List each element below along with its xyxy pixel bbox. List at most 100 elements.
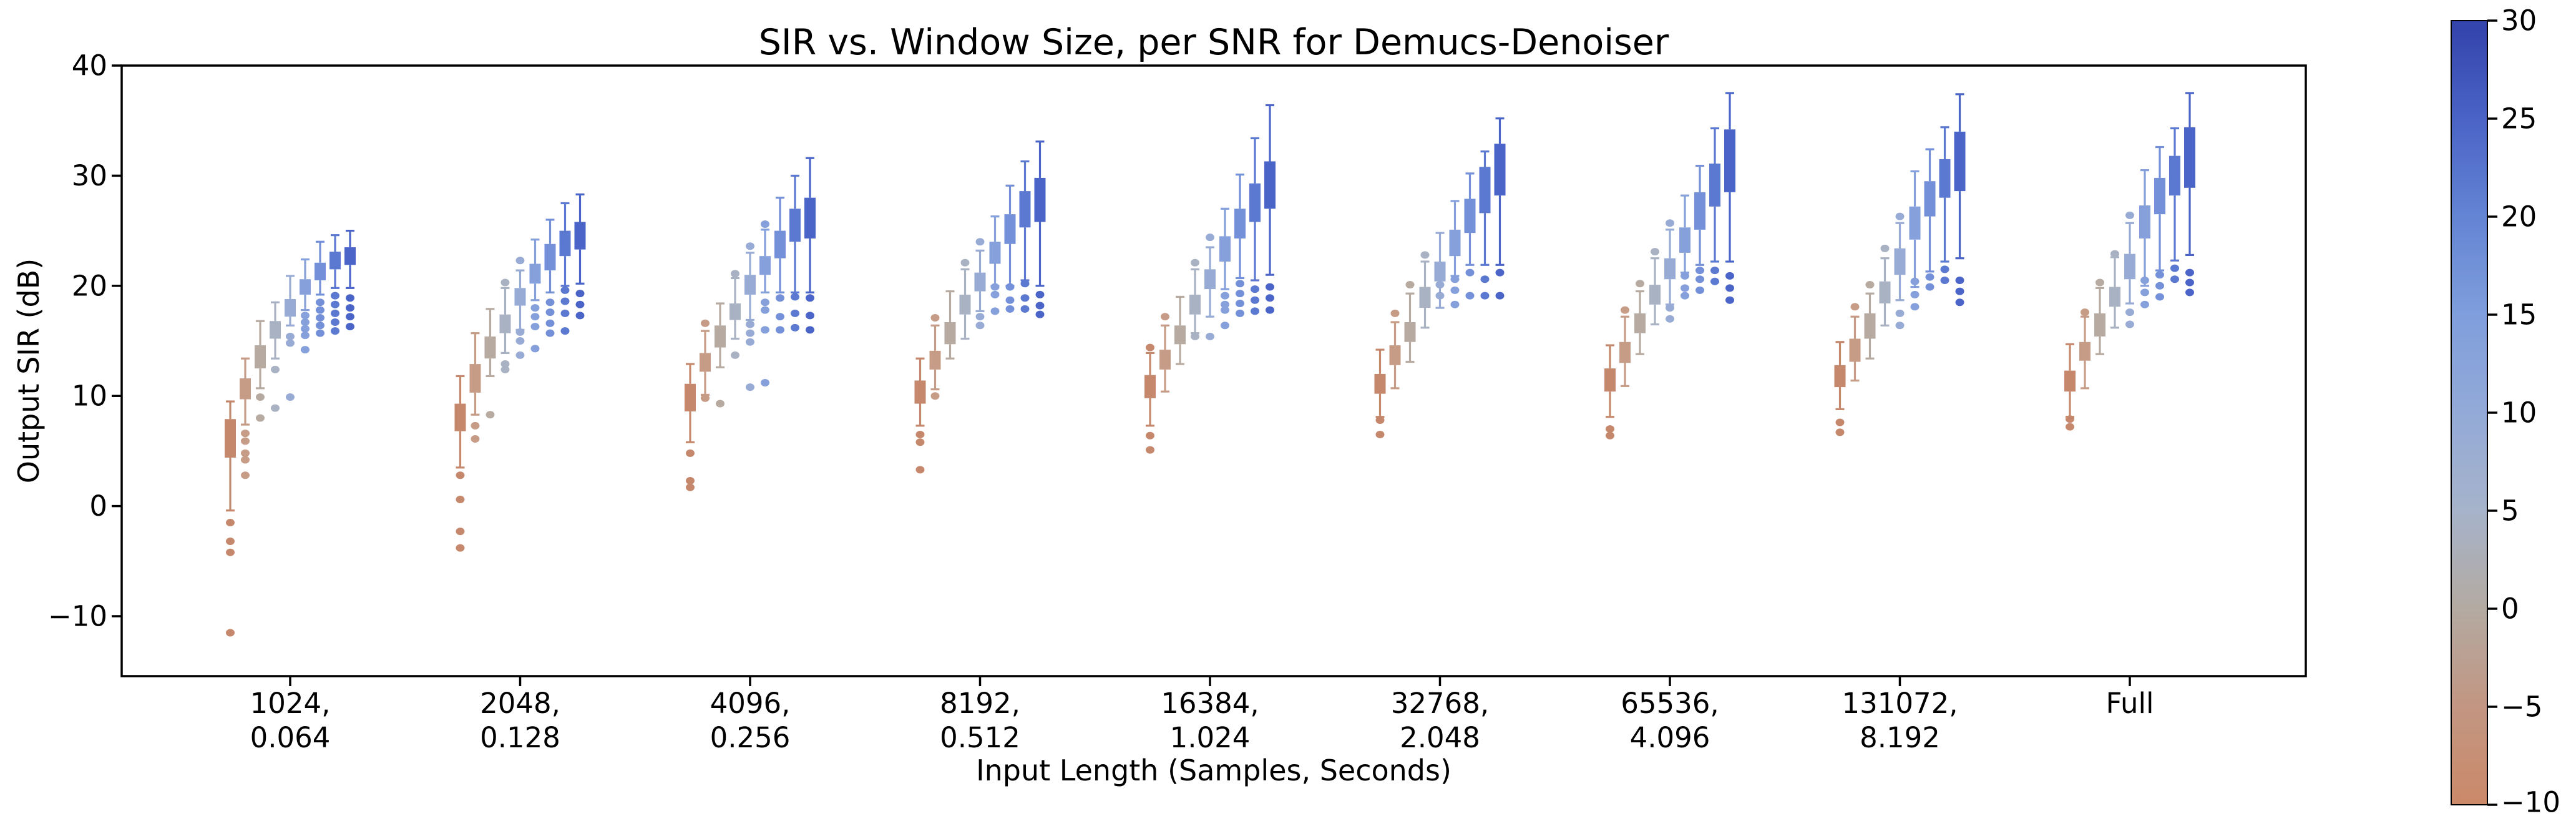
flier-dot — [2110, 250, 2119, 258]
flier-dot — [1681, 284, 1689, 292]
flier-dot — [575, 300, 585, 308]
flier-dot — [1146, 343, 1154, 351]
boxplot-snr-30 — [1494, 117, 1506, 300]
flier-dot — [1251, 285, 1259, 293]
box — [1264, 161, 1276, 209]
boxplot-snr-neg5 — [469, 332, 481, 443]
flier-dot — [746, 383, 754, 391]
flier-dot — [560, 327, 570, 335]
flier-dot — [1035, 290, 1045, 298]
boxplot-snr-30 — [2184, 92, 2195, 297]
boxplot-snr-20 — [1234, 174, 1246, 317]
boxplot-snr-0 — [484, 308, 496, 419]
boxplot-snr-neg5 — [1159, 313, 1171, 393]
flier-dot — [545, 308, 555, 317]
boxplot-snr-5 — [2109, 250, 2120, 329]
flier-dot — [331, 309, 339, 317]
boxplot-snr-20 — [1924, 148, 1936, 291]
flier-dot — [1450, 275, 1460, 283]
flier-dot — [560, 297, 570, 305]
flier-dot — [1020, 280, 1030, 288]
boxplot-snr-neg10 — [1834, 341, 1846, 436]
x-tick-label: 8192, 0.512 — [940, 687, 1020, 754]
flier-dot — [1161, 313, 1169, 321]
flier-dot — [331, 292, 339, 300]
boxplot-snr-neg10 — [454, 375, 466, 552]
flier-dot — [456, 471, 465, 479]
flier-dot — [1636, 280, 1644, 288]
boxplot-snr-20 — [315, 240, 326, 337]
boxplot-snr-neg10 — [1144, 343, 1156, 454]
flier-dot — [975, 322, 985, 330]
boxplot-snr-5 — [729, 270, 741, 359]
flier-dot — [1375, 430, 1385, 438]
boxplot-snr-0 — [1634, 280, 1646, 355]
flier-dot — [761, 326, 769, 334]
flier-dot — [301, 332, 310, 340]
flier-dot — [1681, 292, 1689, 300]
flier-dot — [530, 304, 540, 312]
box — [1249, 183, 1261, 222]
colorbar — [2451, 20, 2488, 805]
flier-dot — [686, 477, 695, 485]
boxplot-snr-15 — [1219, 207, 1231, 330]
boxplot-snr-25 — [789, 174, 801, 332]
flier-dot — [1020, 294, 1030, 302]
flier-dot — [1895, 212, 1905, 220]
flier-dot — [256, 414, 265, 422]
flier-dot — [2155, 271, 2164, 279]
flier-dot — [226, 548, 235, 556]
boxplot-snr-15 — [1679, 194, 1690, 300]
flier-dot — [761, 306, 769, 314]
boxplot-snr-30 — [1034, 140, 1046, 318]
boxplot-snr-30 — [1724, 92, 1735, 304]
boxplot-snr-10 — [285, 275, 296, 401]
boxplot-snr-0 — [1174, 295, 1186, 365]
boxplot-snr-neg5 — [929, 313, 941, 400]
boxplot-snr-15 — [300, 258, 311, 354]
boxplot-snr-0 — [944, 290, 956, 360]
flier-dot — [1465, 292, 1475, 300]
flier-dot — [241, 449, 250, 457]
flier-dot — [776, 313, 784, 321]
boxplot-snr-25 — [2169, 127, 2180, 283]
boxplot-snr-20 — [544, 219, 556, 337]
flier-dot — [1606, 431, 1614, 440]
flier-dot — [456, 496, 465, 504]
flier-dot — [1666, 219, 1674, 227]
flier-dot — [1725, 296, 1734, 304]
boxplot-snr-neg10 — [225, 400, 236, 637]
flier-dot — [316, 313, 324, 322]
colorbar-tick-label: 15 — [2501, 298, 2537, 332]
x-tick-label: 4096, 0.256 — [710, 687, 791, 754]
flier-dot — [1035, 310, 1045, 318]
flier-dot — [1251, 307, 1259, 315]
flier-dot — [1191, 332, 1199, 340]
box-group-8 — [2064, 92, 2195, 431]
boxplot-snr-5 — [959, 258, 971, 340]
flier-dot — [2066, 423, 2074, 431]
x-tick-label: 32768, 2.048 — [1391, 687, 1489, 754]
box-group-5 — [1374, 117, 1506, 438]
flier-dot — [1405, 281, 1415, 289]
flier-dot — [1020, 305, 1030, 313]
flier-dot — [776, 294, 784, 302]
flier-dot — [1725, 272, 1734, 280]
flier-dot — [331, 318, 339, 327]
flier-dot — [990, 307, 1000, 315]
flier-dot — [2185, 268, 2194, 277]
flier-dot — [1420, 251, 1430, 259]
flier-dot — [316, 306, 324, 314]
x-tick-label: 2048, 0.128 — [480, 687, 560, 754]
colorbar-tick-label: 30 — [2501, 4, 2537, 37]
flier-dot — [1865, 281, 1875, 289]
flier-dot — [1236, 280, 1244, 288]
boxplot-snr-25 — [1249, 137, 1261, 315]
box — [959, 294, 971, 315]
flier-dot — [1435, 281, 1445, 289]
boxplot-snr-neg5 — [1849, 303, 1861, 382]
box-group-0 — [225, 230, 356, 637]
flier-dot — [761, 298, 769, 307]
flier-dot — [716, 400, 724, 408]
